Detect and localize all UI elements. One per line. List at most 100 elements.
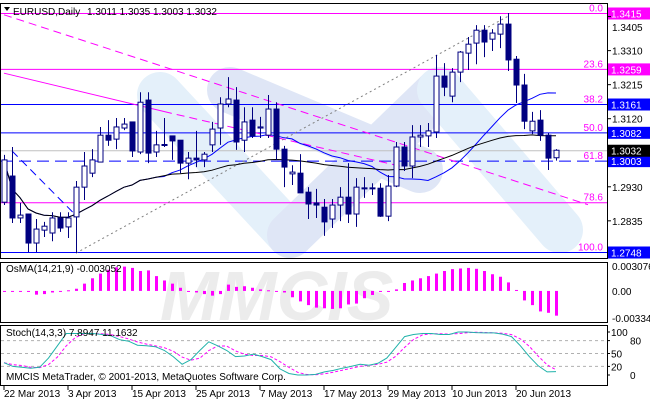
osma-bar	[291, 290, 294, 298]
stoch-y-tick-label: 100	[611, 328, 628, 339]
osma-bar	[11, 290, 14, 292]
stoch-y-tick-label: 0	[630, 371, 636, 382]
osma-bar	[3, 290, 6, 292]
y-tick-label: 1.3215	[612, 81, 643, 92]
candle-body	[217, 103, 224, 129]
candle	[385, 174, 392, 222]
candle-body	[201, 153, 208, 161]
price-tag: 1.3259	[608, 63, 650, 76]
price-tag: 1.3161	[608, 98, 650, 112]
dropdown-triangle-icon[interactable]	[4, 7, 10, 11]
osma-bar	[179, 287, 182, 291]
candle-body	[73, 186, 80, 218]
osma-bar	[83, 283, 86, 291]
candle-body	[113, 126, 120, 140]
fib-level-label: 23.6	[584, 59, 604, 70]
osma-bar	[75, 288, 78, 291]
osma-bar	[19, 290, 22, 292]
candle	[409, 125, 416, 179]
candle-body	[137, 101, 144, 153]
osma-bar	[483, 270, 486, 291]
osma-panel-border	[0, 262, 608, 323]
candle	[153, 130, 160, 158]
candle-body	[169, 135, 176, 142]
candle	[297, 154, 304, 194]
candle-body	[361, 187, 368, 190]
stoch-y-tick-label: 80	[630, 337, 642, 348]
candle-body	[409, 136, 416, 167]
candle	[137, 92, 144, 155]
osma-bar	[323, 290, 326, 309]
candle	[249, 107, 256, 139]
osma-bar	[155, 276, 158, 291]
price-tag-text: 1.3082	[611, 129, 642, 140]
osma-bar	[347, 290, 350, 305]
osma-bar	[339, 290, 342, 309]
y-tick-label: 1.3310	[612, 47, 643, 58]
candle	[329, 198, 336, 228]
osma-bar	[267, 290, 270, 292]
candle-body	[513, 58, 520, 86]
candle-body	[465, 43, 472, 54]
candle-body	[545, 134, 552, 159]
osma-bar	[107, 269, 110, 291]
osma-bar	[507, 282, 510, 291]
candle-body	[473, 29, 480, 44]
candle	[105, 120, 112, 146]
fib-level-label: 78.6	[584, 193, 604, 204]
candle	[545, 133, 552, 170]
candle	[537, 110, 544, 141]
candle	[121, 117, 128, 131]
osma-bar	[555, 290, 558, 316]
candle-body	[161, 144, 168, 147]
candle	[553, 149, 560, 161]
candle	[225, 77, 232, 108]
candle	[193, 130, 200, 168]
osma-title: OsMA(14,21,9) -0.003052	[6, 264, 122, 275]
osma-bar	[419, 278, 422, 291]
candle	[17, 202, 24, 223]
candle-body	[185, 157, 192, 164]
candle-body	[225, 98, 232, 105]
candle-body	[121, 123, 128, 129]
candle	[81, 152, 88, 201]
osma-bar	[515, 289, 518, 291]
osma-bar	[219, 290, 222, 295]
candle	[505, 13, 512, 72]
candle-body	[457, 51, 464, 73]
candle-body	[321, 206, 328, 223]
candle-body	[401, 146, 408, 167]
candle	[457, 50, 464, 83]
osma-bar	[467, 267, 470, 291]
osma-bar	[451, 269, 454, 291]
x-tick-label: 10 Jun 2013	[452, 389, 507, 400]
candle-body	[209, 128, 216, 146]
candle	[441, 63, 448, 97]
candle-body	[329, 204, 336, 220]
osma-bar	[547, 290, 550, 313]
candle	[129, 121, 136, 158]
price-tag-box	[608, 63, 650, 76]
price-tag-box	[608, 155, 650, 168]
candle-body	[425, 130, 432, 137]
candle-body	[177, 139, 184, 164]
candle-body	[345, 196, 352, 215]
candle-body	[305, 191, 312, 205]
price-tag: 1.3415	[608, 7, 650, 21]
trendline	[3, 14, 589, 206]
candle-body	[153, 144, 160, 153]
osma-bar	[51, 290, 54, 293]
watermark-logo	[137, 67, 583, 258]
price-tag: 1.3082	[608, 126, 650, 140]
osma-bar	[67, 290, 70, 292]
price-tag-box	[608, 126, 650, 139]
osma-bar	[163, 280, 166, 291]
osma-bar	[275, 290, 278, 292]
candle	[449, 68, 456, 103]
y-tick-label: 1.3405	[612, 23, 643, 34]
candle-body	[529, 120, 536, 132]
candle	[345, 163, 352, 223]
candle-body	[241, 121, 248, 141]
osma-bar	[379, 290, 382, 292]
